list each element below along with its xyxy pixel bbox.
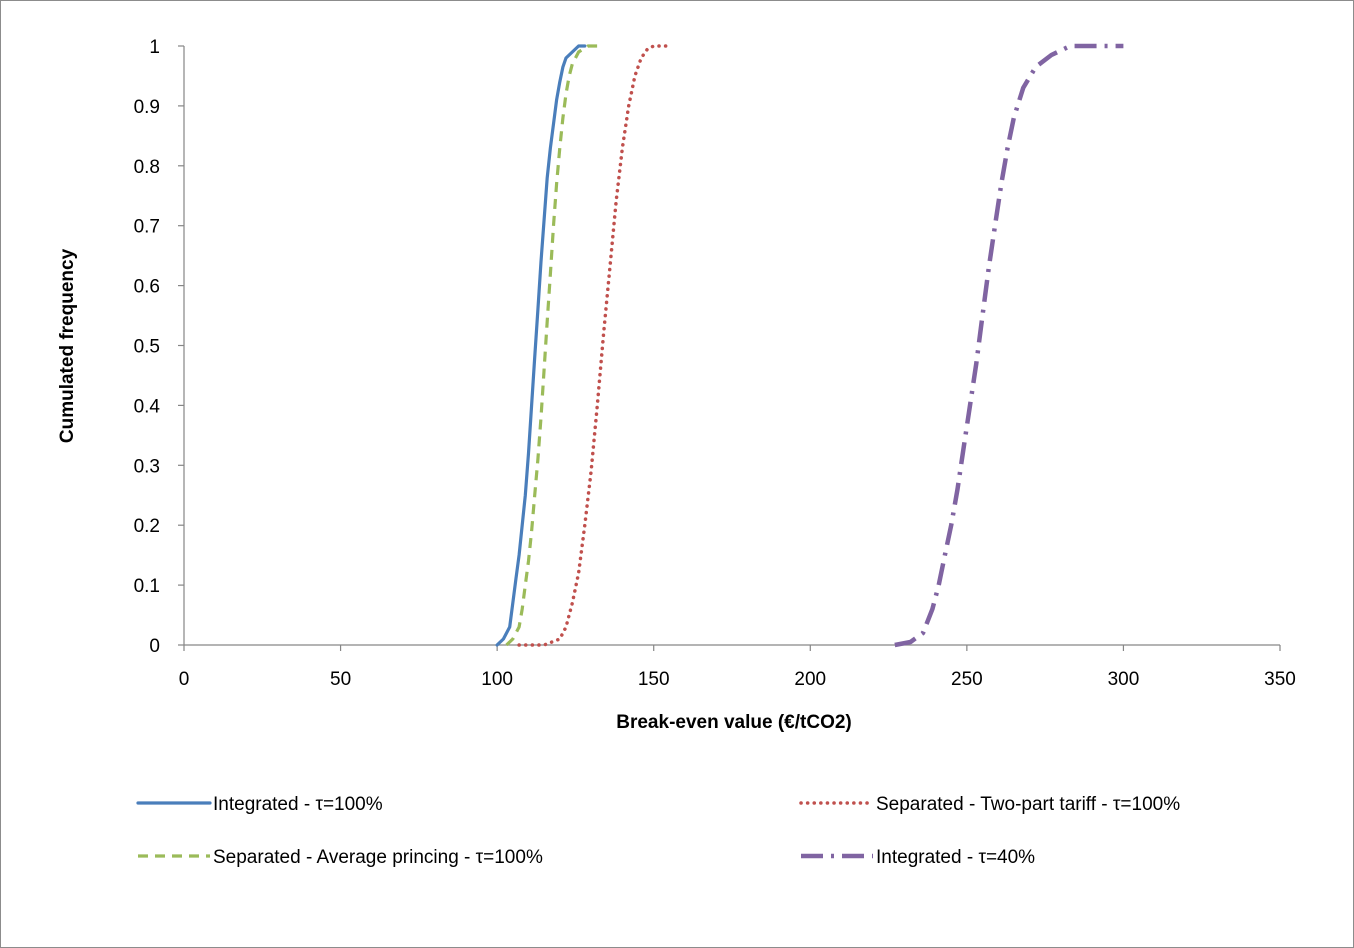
legend: Integrated - τ=100% Separated - Two-part … [136, 794, 1180, 868]
y-tick-label: 0.7 [134, 217, 160, 238]
x-tick-label: 150 [638, 669, 670, 690]
series-lines [495, 43, 1124, 648]
y-tick-label: 0.1 [134, 576, 160, 597]
x-axis-title: Break-even value (€/tCO2) [616, 712, 852, 733]
x-tick-label: 0 [179, 669, 190, 690]
legend-item: Integrated - τ=40% [801, 847, 1035, 868]
series-line-1 [495, 44, 587, 647]
legend-label: Integrated - τ=40% [876, 847, 1035, 868]
legend-item: Integrated - τ=100% [136, 794, 383, 815]
legend-item: Separated - Two-part tariff - τ=100% [799, 794, 1180, 815]
x-tick-label: 300 [1108, 669, 1140, 690]
y-tick-label: 0.5 [134, 337, 160, 358]
legend-label: Separated - Average princing - τ=100% [213, 847, 543, 868]
y-axis-title: Cumulated frequency [57, 248, 78, 443]
y-tick-label: 0.2 [134, 516, 160, 537]
x-tick-label: 100 [481, 669, 513, 690]
legend-label: Separated - Two-part tariff - τ=100% [876, 794, 1180, 815]
x-tick-label: 200 [794, 669, 826, 690]
y-tick-label: 1 [149, 37, 160, 58]
series-line-4 [894, 43, 1124, 648]
axes [183, 46, 1280, 646]
legend-item: Separated - Average princing - τ=100% [138, 847, 543, 868]
y-tick-label: 0 [149, 636, 160, 657]
y-axis-ticks: 0 0.1 0.2 0.3 0.4 0.5 0.6 0.7 0.8 0.9 1 [134, 37, 184, 657]
series-line-2 [517, 44, 668, 647]
y-tick-label: 0.8 [134, 157, 160, 178]
series-line-3 [505, 44, 601, 647]
x-tick-label: 250 [951, 669, 983, 690]
x-tick-label: 350 [1264, 669, 1296, 690]
y-tick-label: 0.9 [134, 97, 160, 118]
y-tick-label: 0.3 [134, 456, 160, 477]
x-tick-label: 50 [330, 669, 351, 690]
y-tick-label: 0.4 [134, 396, 161, 417]
x-axis-ticks: 0 50 100 150 200 250 300 350 [179, 645, 1296, 690]
legend-label: Integrated - τ=100% [213, 794, 383, 815]
y-tick-label: 0.6 [134, 277, 160, 298]
